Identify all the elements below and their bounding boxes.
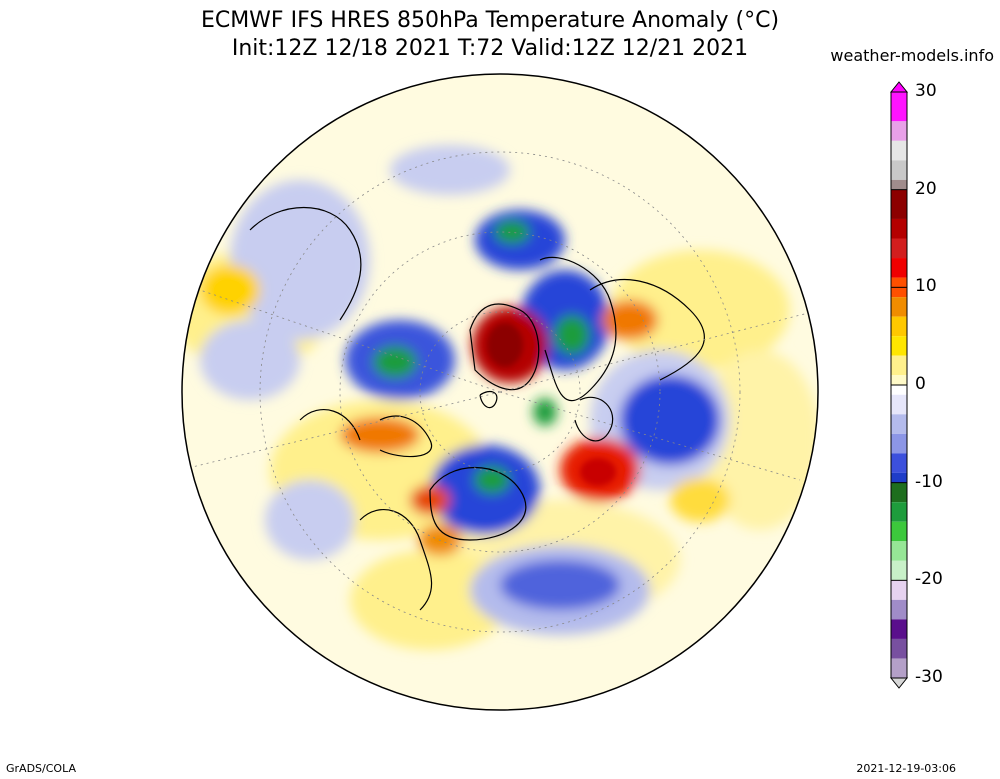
colorbar-segment: [891, 316, 907, 337]
colorbar-segment: [891, 502, 907, 522]
colorbar-segment: [891, 453, 907, 473]
colorbar-segment: [891, 619, 907, 639]
colorbar-segment: [891, 160, 907, 180]
colorbar-segment: [891, 482, 907, 503]
colorbar-max-arrow: [889, 81, 909, 93]
colorbar-segment: [891, 218, 907, 239]
coastlines: [249, 206, 705, 611]
colorbar-segment: [891, 121, 907, 141]
colorbar-segment: [891, 336, 907, 356]
colorbar-segment: [891, 560, 907, 581]
colorbar-segment: [891, 375, 907, 385]
source-credit: weather-models.info: [830, 46, 994, 65]
colorbar-segment: [891, 414, 907, 434]
colorbar-segment: [891, 92, 907, 122]
colorbar-segment: [891, 189, 907, 219]
colorbar-label: 10: [915, 276, 937, 297]
colorbar-segment: [891, 521, 907, 542]
anomaly-field: [182, 74, 818, 710]
generation-timestamp: 2021-12-19-03:06: [856, 762, 956, 775]
colorbar-segment: [891, 472, 907, 483]
colorbar-segment: [891, 658, 907, 678]
colorbar-label: -20: [915, 569, 943, 590]
colorbar-segment: [891, 541, 907, 561]
graticule: [182, 151, 818, 633]
colorbar-segment: [891, 238, 907, 259]
colorbar-min-arrow: [889, 677, 909, 689]
colorbar-segment: [891, 355, 907, 376]
colorbar-segment: [891, 297, 907, 317]
colorbar-segment: [891, 179, 907, 190]
colorbar-label: 20: [915, 178, 937, 199]
colorbar-segment: [891, 580, 907, 600]
colorbar-segment: [891, 599, 907, 620]
map-boundary: [181, 73, 819, 711]
colorbar-segment: [891, 638, 907, 659]
colorbar-segment: [891, 394, 907, 415]
colorbar-label: 0: [915, 374, 926, 394]
colorbar-segment: [891, 385, 907, 395]
colorbar-segment: [891, 140, 907, 161]
software-credit: GrADS/COLA: [6, 762, 76, 775]
colorbar-label: 30: [915, 81, 937, 101]
chart-subtitle: Init:12Z 12/18 2021 T:72 Valid:12Z 12/21…: [231, 36, 749, 61]
colorbar-segment: [891, 433, 907, 454]
colorbar-label: -30: [915, 667, 943, 687]
colorbar-segment: [891, 258, 907, 278]
colorbar-label: -10: [915, 471, 943, 492]
chart-title: ECMWF IFS HRES 850hPa Temperature Anomal…: [200, 8, 780, 33]
